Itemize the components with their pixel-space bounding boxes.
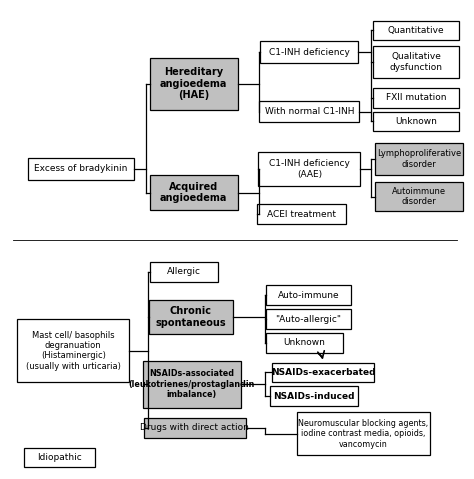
Text: Neuromuscular blocking agents,
iodine contrast media, opioids,
vancomycin: Neuromuscular blocking agents, iodine co… xyxy=(298,419,428,449)
Text: Chronic
spontaneous: Chronic spontaneous xyxy=(155,306,226,328)
Bar xyxy=(258,152,360,186)
Bar xyxy=(150,262,218,282)
Text: Qualitative
dysfunction: Qualitative dysfunction xyxy=(390,52,443,72)
Bar xyxy=(272,363,374,382)
Text: Acquired
angioedema: Acquired angioedema xyxy=(160,182,228,204)
Text: NSAIDs-induced: NSAIDs-induced xyxy=(273,392,355,400)
Text: C1-INH deficiency: C1-INH deficiency xyxy=(269,48,350,57)
Bar xyxy=(373,46,459,78)
Bar xyxy=(373,112,459,131)
Text: Quantitative: Quantitative xyxy=(388,26,445,35)
Bar xyxy=(144,418,246,438)
Bar xyxy=(270,386,358,406)
Text: "Auto-allergic": "Auto-allergic" xyxy=(275,315,341,324)
Bar xyxy=(260,41,358,63)
Bar xyxy=(24,447,95,468)
Bar xyxy=(266,285,350,305)
Bar xyxy=(373,21,459,40)
Text: Auto-immune: Auto-immune xyxy=(278,291,339,300)
Text: Idiopathic: Idiopathic xyxy=(37,453,82,462)
Bar xyxy=(266,309,350,329)
Text: FXII mutation: FXII mutation xyxy=(386,93,447,102)
Bar xyxy=(18,319,129,382)
Text: Hereditary
angioedema
(HAE): Hereditary angioedema (HAE) xyxy=(160,67,228,101)
Text: C1-INH deficiency
(AAE): C1-INH deficiency (AAE) xyxy=(269,159,350,179)
Bar xyxy=(150,175,238,210)
Text: Autoimmune
disorder: Autoimmune disorder xyxy=(392,187,446,206)
Bar xyxy=(297,412,430,456)
Text: Unknown: Unknown xyxy=(283,338,326,347)
Text: ACEI treatment: ACEI treatment xyxy=(267,210,336,219)
Text: Unknown: Unknown xyxy=(395,117,437,126)
Bar xyxy=(373,88,459,108)
Bar xyxy=(375,143,463,175)
Text: Lymphoproliferative
disorder: Lymphoproliferative disorder xyxy=(377,149,461,169)
Bar xyxy=(257,205,346,224)
Text: Mast cell/ basophils
degranuation
(Histaminergic)
(usually with urticaria): Mast cell/ basophils degranuation (Hista… xyxy=(26,331,121,371)
Bar xyxy=(266,333,343,353)
Bar xyxy=(259,101,359,122)
Text: Allergic: Allergic xyxy=(167,267,201,276)
Text: NSAIDs-associated
(leukotrienes/prostaglandin
imbalance): NSAIDs-associated (leukotrienes/prostagl… xyxy=(128,369,255,399)
Bar xyxy=(143,361,241,408)
Text: Excess of bradykinin: Excess of bradykinin xyxy=(35,164,128,173)
Text: NSAIDs-exacerbated: NSAIDs-exacerbated xyxy=(271,368,375,377)
Bar xyxy=(28,158,134,180)
Bar xyxy=(149,300,233,334)
Text: With normal C1-INH: With normal C1-INH xyxy=(264,107,354,116)
Bar xyxy=(150,58,238,110)
Text: Drugs with direct action: Drugs with direct action xyxy=(140,423,249,432)
Bar xyxy=(375,182,463,211)
